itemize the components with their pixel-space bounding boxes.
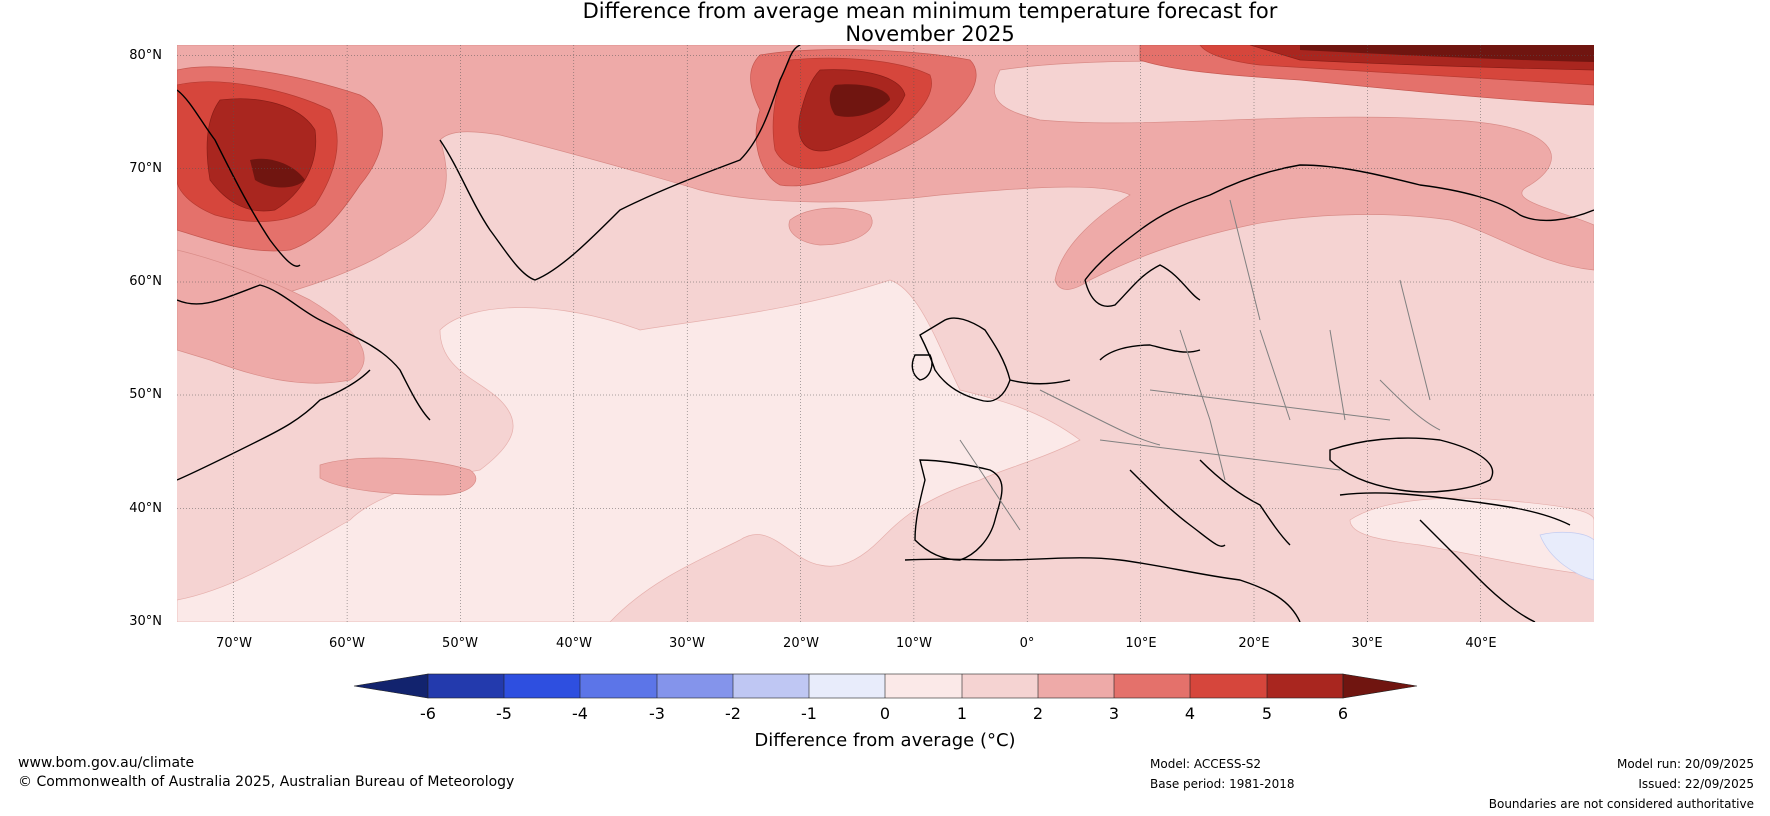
- chart-title-line2: November 2025: [845, 22, 1015, 46]
- colorbar-segment: [1038, 674, 1114, 698]
- anomaly-area-2-3-iceland: [788, 207, 873, 246]
- colorbar-segment: [962, 674, 1038, 698]
- colorbar-extend-high: [1342, 673, 1418, 699]
- lon-label-50w: 50°W: [442, 636, 478, 651]
- lon-label-40e: 40°E: [1465, 636, 1497, 651]
- colorbar-tick: 3: [1108, 704, 1120, 723]
- lat-label-50n: 50°N: [129, 387, 162, 402]
- lon-label-30e: 30°E: [1351, 636, 1383, 651]
- country-borders: [959, 199, 1441, 531]
- colorbar-tick: -1: [801, 704, 817, 723]
- chart-title-line1: Difference from average mean minimum tem…: [582, 0, 1278, 23]
- anomaly-area-2-3-mid: [319, 457, 477, 496]
- colorbar-segment: [1267, 674, 1343, 698]
- anomaly-area-2-3-labrador: [177, 249, 365, 384]
- boundaries-note: Boundaries are not considered authoritat…: [1488, 797, 1754, 811]
- colorbar: [353, 673, 1418, 699]
- colorbar-tick: 5: [1261, 704, 1273, 723]
- colorbar-dividers: [503, 674, 1268, 698]
- coastlines: [177, 45, 1594, 622]
- anomaly-area-above-6-arctic: [1300, 45, 1594, 62]
- colorbar-tick: -3: [649, 704, 665, 723]
- anomaly-area-2-3-north: [177, 45, 1594, 301]
- colorbar-segment: [428, 674, 504, 698]
- colorbar-tick: -5: [496, 704, 512, 723]
- colorbar-tick: 4: [1184, 704, 1196, 723]
- colorbar-tick: -2: [725, 704, 741, 723]
- lon-label-30w: 30°W: [669, 636, 705, 651]
- website-link[interactable]: www.bom.gov.au/climate: [18, 755, 195, 771]
- colorbar-tick: -4: [572, 704, 588, 723]
- lon-label-60w: 60°W: [329, 636, 365, 651]
- colorbar-label: Difference from average (°C): [754, 730, 1016, 751]
- issued-text: Issued: 22/09/2025: [1638, 777, 1754, 791]
- colorbar-frame: [427, 673, 1344, 699]
- colorbar-segment: [1114, 674, 1190, 698]
- colorbar-segment: [885, 674, 962, 698]
- colorbar-tick: 1: [956, 704, 968, 723]
- lon-label-20w: 20°W: [783, 636, 819, 651]
- lon-label-20e: 20°E: [1238, 636, 1270, 651]
- lat-label-80n: 80°N: [129, 48, 162, 63]
- lon-label-10e: 10°E: [1125, 636, 1157, 651]
- lat-label-40n: 40°N: [129, 501, 162, 516]
- lat-label-30n: 30°N: [129, 614, 162, 629]
- model-text: Model: ACCESS-S2: [1150, 757, 1262, 771]
- colorbar-tick: -6: [420, 704, 436, 723]
- colorbar-segment: [1190, 674, 1267, 698]
- anomaly-area-above-6-east: [829, 84, 890, 117]
- lon-label-70w: 70°W: [216, 636, 252, 651]
- colorbar-segment: [809, 674, 885, 698]
- map-field: [177, 45, 1594, 622]
- lat-label-60n: 60°N: [129, 274, 162, 289]
- lon-label-0: 0°: [1019, 636, 1035, 651]
- lat-label-70n: 70°N: [129, 161, 162, 176]
- anomaly-area-neg-east: [1539, 531, 1594, 581]
- colorbar-tick: 0: [879, 704, 891, 723]
- copyright-text: © Commonwealth of Australia 2025, Austra…: [18, 774, 515, 790]
- colorbar-segment: [657, 674, 733, 698]
- colorbar-tick: 6: [1337, 704, 1349, 723]
- model-run-text: Model run: 20/09/2025: [1616, 757, 1754, 771]
- anomaly-area-above-6-west: [250, 158, 305, 188]
- lon-label-40w: 40°W: [556, 636, 592, 651]
- colorbar-extend-low: [353, 673, 429, 699]
- lon-label-10w: 10°W: [896, 636, 932, 651]
- anomaly-area-0-1-turkey: [1349, 497, 1594, 576]
- colorbar-tick: 2: [1032, 704, 1044, 723]
- colorbar-segment: [580, 674, 657, 698]
- graticule: [177, 45, 1594, 622]
- base-period-text: Base period: 1981-2018: [1150, 777, 1295, 791]
- colorbar-segment: [504, 674, 580, 698]
- colorbar-segment: [733, 674, 809, 698]
